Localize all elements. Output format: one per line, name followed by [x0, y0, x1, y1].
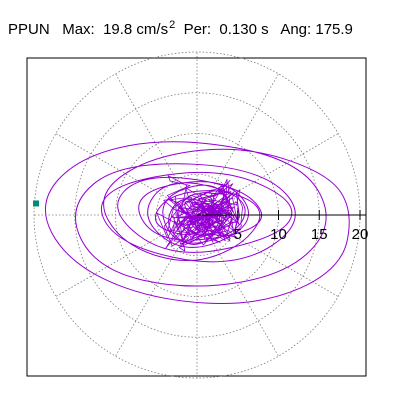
grid-spoke-300 — [196, 214, 279, 357]
grid-spoke-240 — [115, 214, 198, 357]
angle-label: Ang: — [280, 21, 312, 38]
peak-marker — [33, 200, 40, 207]
grid-spoke-210 — [55, 214, 198, 297]
angle-value: 175.9 — [315, 21, 353, 38]
max-unit-exponent: 2 — [169, 19, 176, 31]
chart-header: PPUN Max: 19.8 cm/s2 Per: 0.130 s Ang: 1… — [8, 16, 353, 39]
grid-spoke-60 — [196, 73, 279, 216]
max-label: Max: — [62, 21, 95, 38]
grid-spoke-120 — [115, 73, 198, 216]
station-code: PPUN — [8, 21, 50, 38]
axis-tick-label-5: 5 — [234, 226, 242, 243]
grid-spoke-150 — [55, 133, 198, 216]
period-label: Per: — [183, 21, 212, 38]
axis-tick-label-10: 10 — [270, 226, 287, 243]
particle-motion-traces — [45, 141, 350, 304]
grid-spoke-30 — [196, 133, 339, 216]
max-value: 19.8 cm/s — [103, 21, 169, 38]
trace-motion-path — [45, 141, 350, 304]
plot-frame — [26, 57, 367, 377]
peak-marker-layer — [33, 200, 40, 207]
radial-axis: 5 10 15 20 — [197, 210, 368, 243]
axis-tick-label-20: 20 — [352, 226, 369, 243]
grid-spoke-330 — [196, 214, 339, 297]
period-value: 0.130 s — [219, 21, 269, 38]
axis-tick-label-15: 15 — [311, 226, 328, 243]
